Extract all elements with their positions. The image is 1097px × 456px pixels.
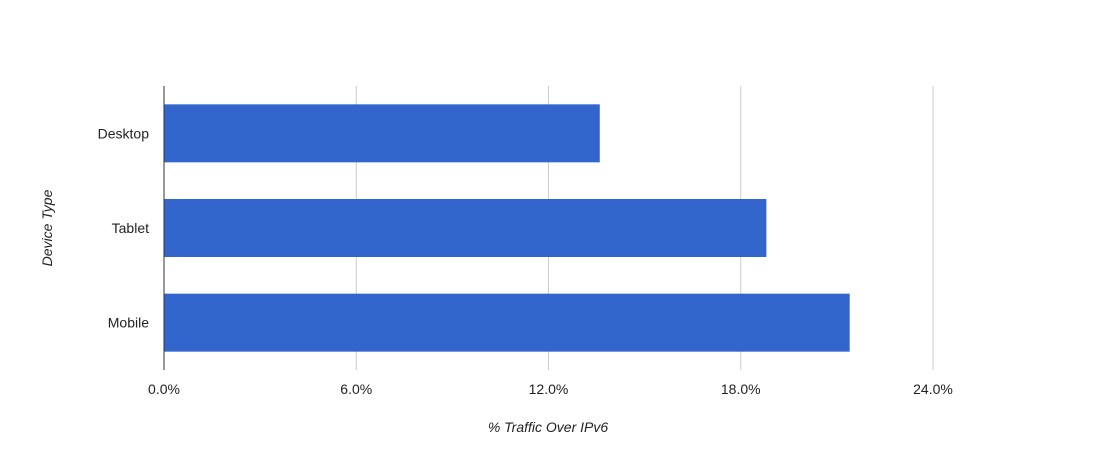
bar-desktop [164,104,600,163]
bar-tablet [164,199,767,257]
x-tick-label: 18.0% [721,381,761,397]
y-tick-label-desktop: Desktop [98,125,150,141]
y-tick-label-tablet: Tablet [112,220,149,236]
y-tick-label-mobile: Mobile [108,315,149,331]
x-tick-labels: 0.0% 6.0% 12.0% 18.0% 24.0% [148,381,953,397]
y-axis-title: Device Type [39,189,55,266]
bars [164,104,850,352]
bar-mobile [164,293,850,352]
x-tick-label: 12.0% [529,381,569,397]
x-axis-title: % Traffic Over IPv6 [488,419,609,435]
x-tick-label: 0.0% [148,381,180,397]
x-tick-label: 6.0% [340,381,372,397]
y-tick-labels: Desktop Tablet Mobile [98,125,150,330]
x-tick-label: 24.0% [913,381,953,397]
